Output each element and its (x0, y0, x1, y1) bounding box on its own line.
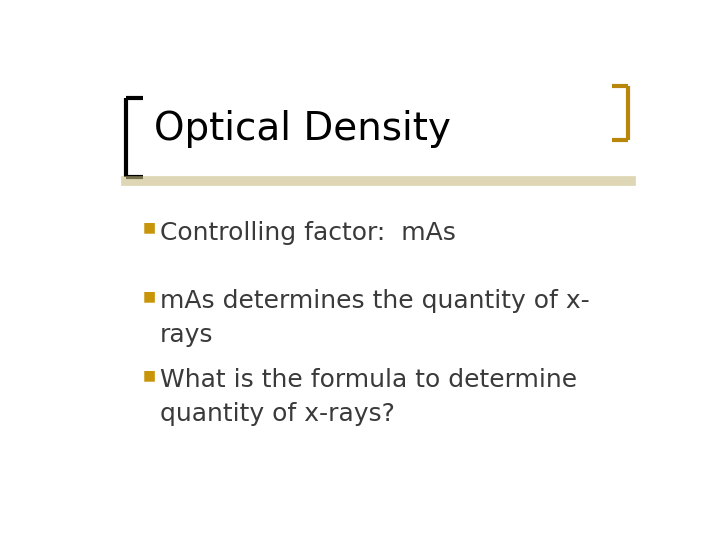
Text: Optical Density: Optical Density (154, 110, 451, 148)
Text: ■: ■ (143, 289, 156, 303)
Text: ■: ■ (143, 368, 156, 382)
Text: What is the formula to determine
quantity of x-rays?: What is the formula to determine quantit… (160, 368, 577, 426)
Text: Controlling factor:  mAs: Controlling factor: mAs (160, 221, 456, 245)
Text: mAs determines the quantity of x-
rays: mAs determines the quantity of x- rays (160, 289, 590, 347)
Text: ■: ■ (143, 221, 156, 235)
